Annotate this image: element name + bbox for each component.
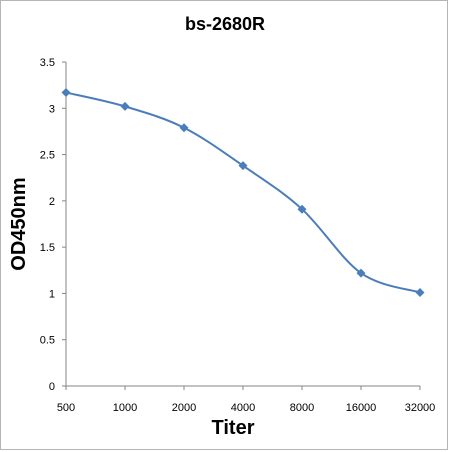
x-tick-label: 1000 xyxy=(113,402,137,414)
data-point-marker xyxy=(356,268,366,278)
x-tick-label: 4000 xyxy=(231,402,255,414)
series-line xyxy=(65,91,421,294)
y-tick-label: 3 xyxy=(49,103,55,115)
y-axis-ticks: 0 0.5 1 1.5 2 2.5 3 3.5 xyxy=(40,57,66,393)
x-tick-label: 500 xyxy=(57,402,75,414)
y-tick-label: 1 xyxy=(49,288,55,300)
x-tick-label: 32000 xyxy=(405,402,436,414)
y-tick-label: 1.5 xyxy=(40,242,55,254)
data-point-marker xyxy=(238,161,248,171)
data-point-marker xyxy=(415,288,425,298)
x-tick-label: 2000 xyxy=(172,402,196,414)
data-point-marker xyxy=(179,123,189,133)
data-point-marker xyxy=(120,101,130,111)
y-tick-label: 2 xyxy=(49,196,55,208)
data-points xyxy=(61,88,425,298)
y-tick-label: 0 xyxy=(49,381,55,393)
chart-title: bs-2680R xyxy=(185,14,265,34)
y-tick-label: 0.5 xyxy=(40,335,55,347)
data-point-marker xyxy=(297,204,307,214)
data-point-marker xyxy=(61,88,71,98)
y-axis-title: OD450nm xyxy=(8,177,30,270)
x-axis-title: Titer xyxy=(212,417,255,439)
x-axis-ticks: 500 1000 2000 4000 8000 16000 32000 xyxy=(57,386,435,414)
y-tick-label: 2.5 xyxy=(40,150,55,162)
x-tick-label: 16000 xyxy=(346,402,377,414)
x-tick-label: 8000 xyxy=(290,402,314,414)
y-tick-label: 3.5 xyxy=(40,57,55,69)
